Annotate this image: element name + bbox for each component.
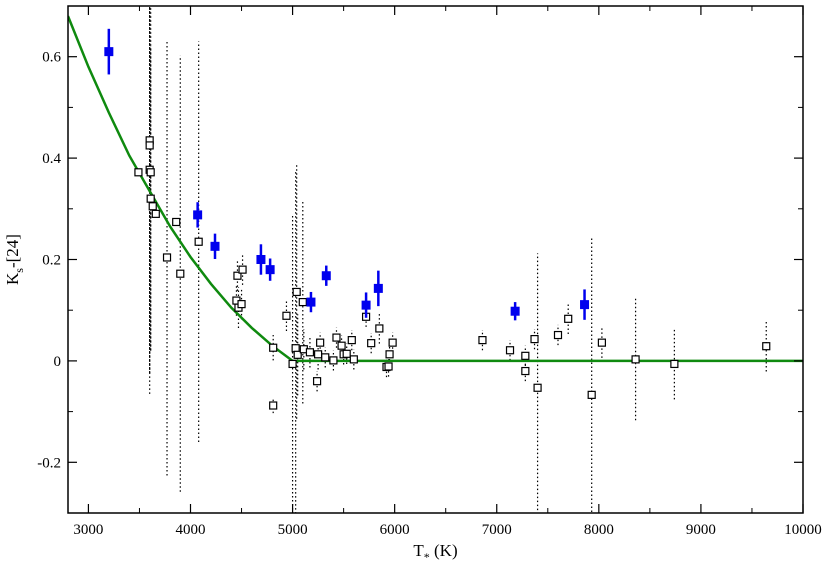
data-point (367, 339, 376, 348)
data-point (256, 255, 266, 264)
data-point (505, 346, 515, 355)
data-point (587, 390, 596, 399)
data-point (530, 334, 539, 344)
data-point (385, 350, 394, 359)
y-tick-label: 0 (54, 354, 62, 370)
y-tick-label: 0.4 (42, 151, 61, 167)
plot-marks (68, 6, 803, 513)
data-point (291, 344, 300, 353)
x-tick-label: 5000 (278, 522, 308, 538)
data-point (384, 362, 393, 371)
data-point (521, 366, 530, 376)
data-point (269, 343, 278, 352)
data-point (597, 338, 606, 347)
data-point (237, 300, 246, 309)
x-tick-label: 10000 (784, 522, 822, 538)
data-point (269, 401, 278, 410)
data-point (146, 168, 155, 177)
data-point (316, 338, 325, 347)
data-point (265, 265, 275, 275)
data-point (521, 351, 530, 360)
y-tick-label: -0.2 (37, 455, 61, 471)
data-point (298, 297, 307, 307)
data-point (134, 168, 143, 177)
data-point (361, 300, 371, 310)
data-point (564, 314, 573, 323)
data-point (312, 377, 322, 386)
data-point (553, 330, 563, 340)
model-curve (68, 15, 803, 363)
data-point (314, 350, 323, 359)
y-tick-label: 0.6 (42, 50, 61, 66)
data-point (145, 141, 154, 150)
plot-frame (67, 5, 804, 514)
data-point (238, 265, 247, 274)
data-point (104, 47, 114, 57)
data-point (321, 353, 330, 362)
data-point (288, 359, 297, 369)
data-point (292, 287, 301, 297)
data-point (305, 348, 315, 357)
data-point (194, 237, 203, 246)
x-tick-label: 4000 (176, 522, 206, 538)
data-point (337, 341, 346, 350)
data-point (332, 333, 341, 342)
data-point (193, 210, 203, 220)
data-point (388, 338, 397, 347)
x-axis-title: T* (K) (413, 541, 457, 564)
x-tick-label: 6000 (380, 522, 410, 538)
data-point (148, 202, 157, 211)
data-point (375, 324, 384, 333)
x-tick-label: 3000 (73, 522, 103, 538)
data-point (373, 283, 383, 293)
data-point (329, 356, 338, 365)
y-tick-label: 0.2 (42, 253, 61, 269)
data-point (176, 269, 185, 278)
data-point (233, 271, 242, 280)
x-tick-label: 9000 (686, 522, 716, 538)
plot-area (68, 6, 803, 513)
data-point (342, 349, 351, 358)
data-point (151, 209, 160, 218)
y-axis-title: Ks-[24] (3, 234, 26, 285)
x-tick-label: 7000 (482, 522, 512, 538)
data-point (580, 300, 590, 310)
axes: 3000 4000 5000 6000 7000 8000 9000 10000 -0.2 0 0.… (3, 5, 822, 564)
data-point (162, 253, 172, 262)
data-point (347, 336, 356, 345)
data-point (349, 355, 358, 364)
data-point (631, 355, 640, 364)
data-point (321, 271, 331, 281)
x-tick-label: 8000 (584, 522, 614, 538)
data-point (670, 359, 679, 369)
data-point (478, 336, 487, 345)
data-point (293, 350, 302, 359)
data-point (282, 311, 291, 320)
data-point (306, 297, 316, 307)
data-point (210, 241, 220, 251)
data-point (172, 217, 181, 227)
data-point (510, 306, 520, 316)
data-point (533, 383, 542, 392)
data-point (762, 342, 771, 351)
data-point (146, 194, 155, 203)
